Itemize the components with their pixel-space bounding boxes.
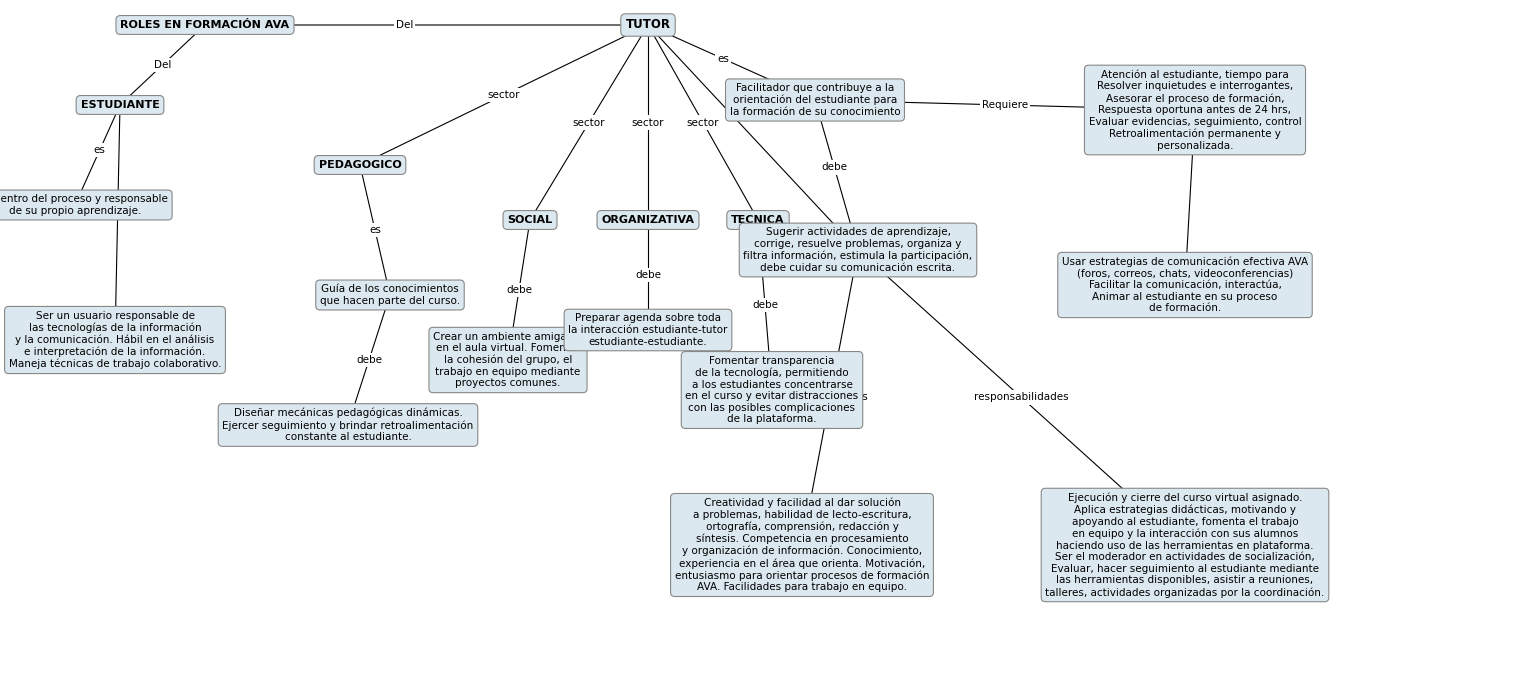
Text: debe: debe xyxy=(634,270,661,280)
Text: TUTOR: TUTOR xyxy=(625,18,670,32)
Text: Usar estrategias de comunicación efectiva AVA
(foros, correos, chats, videoconfe: Usar estrategias de comunicación efectiv… xyxy=(1063,257,1307,313)
Text: caracteristicas: caracteristicas xyxy=(792,392,869,402)
Text: PEDAGOGICO: PEDAGOGICO xyxy=(319,160,402,170)
Text: ORGANIZATIVA: ORGANIZATIVA xyxy=(602,215,695,225)
Text: es: es xyxy=(718,54,728,64)
Text: Atención al estudiante, tiempo para
Resolver inquietudes e interrogantes,
Asesor: Atención al estudiante, tiempo para Reso… xyxy=(1089,69,1301,151)
Text: ESTUDIANTE: ESTUDIANTE xyxy=(80,100,160,110)
Text: Preparar agenda sobre toda
la interacción estudiante-tutor
estudiante-estudiante: Preparar agenda sobre toda la interacció… xyxy=(568,313,728,346)
Text: sector: sector xyxy=(631,117,664,127)
Text: Del: Del xyxy=(396,20,413,30)
Text: Crear un ambiente amigable
en el aula virtual. Fomentar
la cohesión del grupo, e: Crear un ambiente amigable en el aula vi… xyxy=(433,332,582,388)
Text: responsabilidades: responsabilidades xyxy=(975,392,1069,402)
Text: SOCIAL: SOCIAL xyxy=(508,215,553,225)
Text: debe: debe xyxy=(356,355,382,365)
Text: debe: debe xyxy=(507,285,531,295)
Text: sector: sector xyxy=(488,90,521,100)
Text: es: es xyxy=(94,145,106,155)
Text: Ser un usuario responsable de
las tecnologías de la información
y la comunicació: Ser un usuario responsable de las tecnol… xyxy=(9,311,222,369)
Text: sector: sector xyxy=(573,117,605,127)
Text: Del: Del xyxy=(154,60,171,70)
Text: Creatividad y facilidad al dar solución
a problemas, habilidad de lecto-escritur: Creatividad y facilidad al dar solución … xyxy=(675,497,929,592)
Text: Diseñar mecánicas pedagógicas dinámicas.
Ejercer seguimiento y brindar retroalim: Diseñar mecánicas pedagógicas dinámicas.… xyxy=(222,408,474,442)
Text: es: es xyxy=(370,225,380,235)
Text: Facilitador que contribuye a la
orientación del estudiante para
la formación de : Facilitador que contribuye a la orientac… xyxy=(730,83,901,117)
Text: ROLES EN FORMACIÓN AVA: ROLES EN FORMACIÓN AVA xyxy=(120,20,290,30)
Text: Requiere: Requiere xyxy=(983,100,1029,110)
Text: debe: debe xyxy=(752,300,778,310)
Text: Guía de los conocimientos
que hacen parte del curso.: Guía de los conocimientos que hacen part… xyxy=(320,284,460,306)
Text: Ejecución y cierre del curso virtual asignado.
Aplica estrategias didácticas, mo: Ejecución y cierre del curso virtual asi… xyxy=(1046,493,1324,598)
Text: Sugerir actividades de aprendizaje,
corrige, resuelve problemas, organiza y
filt: Sugerir actividades de aprendizaje, corr… xyxy=(744,227,973,273)
Text: debe: debe xyxy=(105,206,131,216)
Text: Fomentar transparencia
de la tecnología, permitiendo
a los estudiantes concentra: Fomentar transparencia de la tecnología,… xyxy=(685,356,859,425)
Text: debe: debe xyxy=(821,162,847,173)
Text: sector: sector xyxy=(687,117,719,127)
Text: TECNICA: TECNICA xyxy=(732,215,785,225)
Text: El centro del proceso y responsable
de su propio aprendizaje.: El centro del proceso y responsable de s… xyxy=(0,194,168,216)
